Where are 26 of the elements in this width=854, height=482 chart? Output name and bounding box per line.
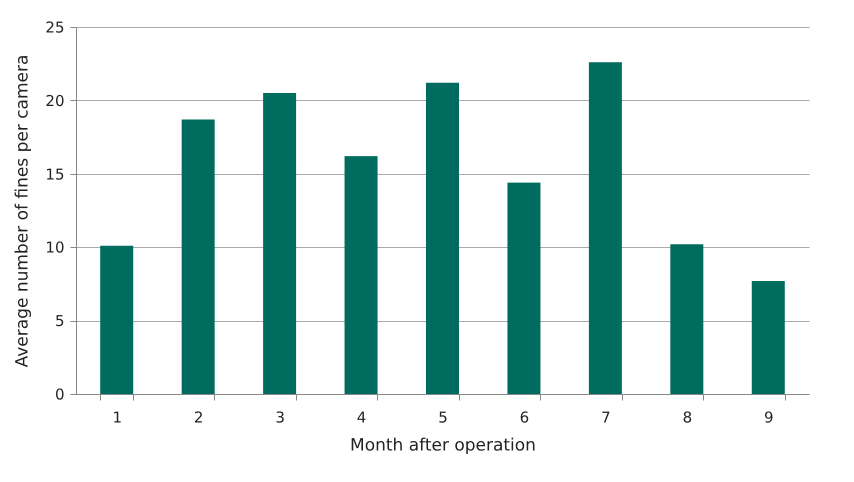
- bar: [670, 244, 704, 394]
- bar: [263, 93, 296, 394]
- x-tick-label: 7: [601, 408, 611, 426]
- x-tick-label: 4: [356, 408, 366, 426]
- bar: [507, 182, 540, 394]
- y-tick-label: 10: [45, 238, 64, 257]
- x-tick-label: 1: [112, 408, 122, 426]
- y-tick-label: 20: [45, 92, 64, 110]
- bar: [426, 82, 459, 394]
- bar: [100, 246, 134, 394]
- x-tick-label: 8: [682, 408, 692, 426]
- bar: [344, 156, 378, 394]
- y-tick-label: 25: [45, 18, 64, 36]
- y-tick-label: 5: [54, 312, 64, 330]
- x-tick-label: 2: [194, 408, 204, 426]
- x-tick-label: 6: [520, 408, 530, 426]
- bar: [182, 119, 215, 394]
- y-tick-label: 0: [54, 386, 64, 404]
- bar: [588, 62, 622, 394]
- x-tick-label: 3: [275, 408, 285, 426]
- y-tick-label: 15: [45, 165, 64, 184]
- y-axis-title: Average number of fines per camera: [12, 54, 32, 368]
- bar: [752, 280, 785, 394]
- x-tick-label: 9: [764, 408, 774, 426]
- x-axis-title: Month after operation: [350, 436, 536, 456]
- x-tick-label: 5: [438, 408, 448, 426]
